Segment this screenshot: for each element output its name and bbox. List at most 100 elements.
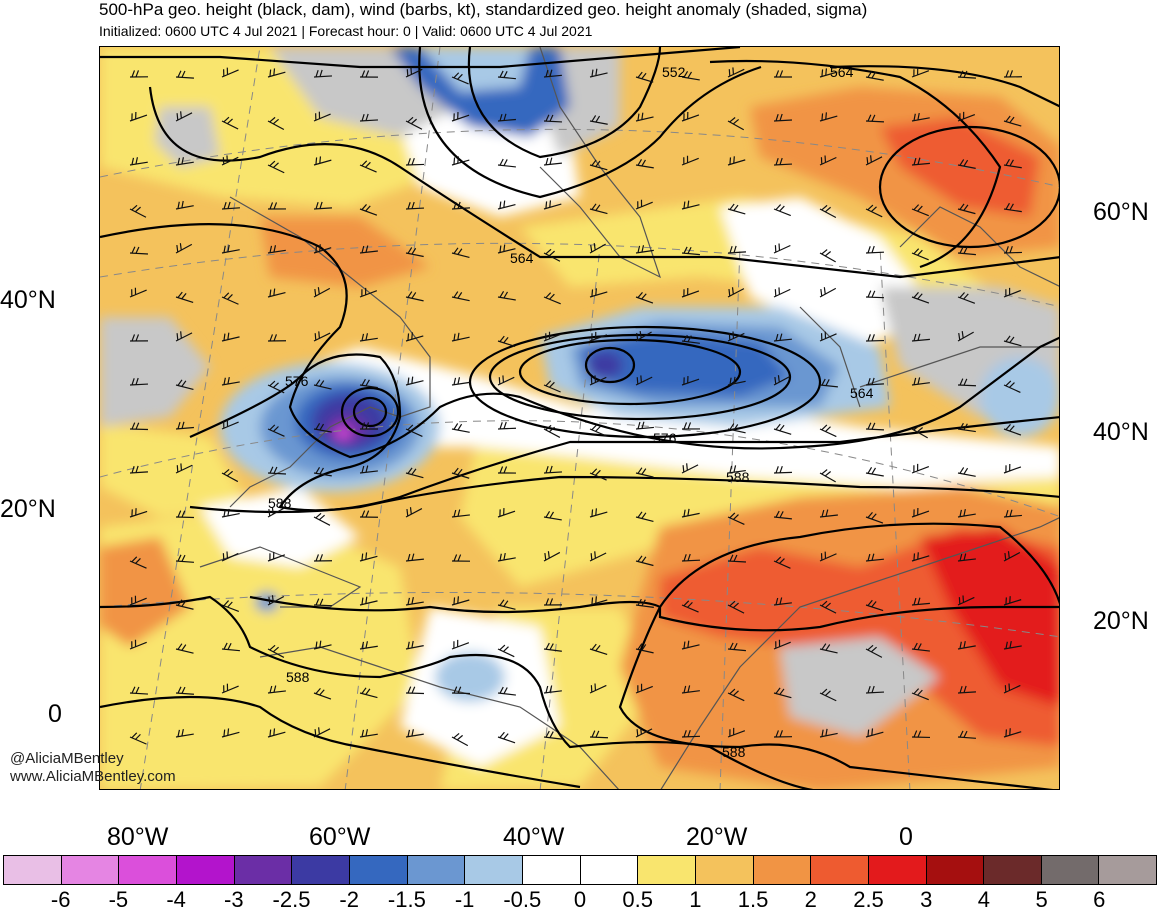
- wind-barb: [451, 686, 471, 695]
- wind-barb: [589, 159, 608, 171]
- wind-barb: [497, 421, 517, 430]
- wind-barb: [589, 730, 609, 739]
- wind-barb: [359, 378, 378, 389]
- wind-barb: [1003, 424, 1022, 436]
- wind-barb: [773, 730, 793, 738]
- wind-barb: [359, 465, 378, 474]
- wind-barb: [313, 244, 332, 254]
- wind-barb: [1003, 640, 1022, 650]
- wind-barb: [405, 332, 424, 342]
- wind-barb: [313, 287, 331, 298]
- wind-barb: [635, 199, 653, 210]
- wind-barb: [1003, 287, 1021, 298]
- anomaly-shading: [100, 47, 1059, 789]
- wind-barb: [911, 248, 929, 261]
- wind-barb: [589, 375, 607, 386]
- wind-barb: [911, 688, 929, 701]
- wind-barb: [635, 245, 654, 254]
- wind-barb: [681, 246, 700, 256]
- wind-barb: [497, 70, 516, 80]
- wind-barb: [589, 508, 608, 518]
- wind-barb: [819, 249, 836, 263]
- wind-barb: [221, 244, 240, 254]
- wind-barb: [175, 331, 193, 342]
- wind-barb: [957, 378, 977, 387]
- wind-barb: [819, 155, 837, 166]
- wind-barb: [957, 467, 976, 477]
- wind-barb: [727, 423, 746, 434]
- wind-barb: [543, 465, 563, 474]
- map-subtitle: Initialized: 0600 UTC 4 Jul 2021 | Forec…: [99, 23, 593, 39]
- wind-barb: [543, 200, 562, 210]
- colorbar-segment: [695, 856, 754, 884]
- wind-barb: [589, 468, 607, 481]
- wind-barb: [911, 157, 930, 166]
- contour-label: 564: [850, 385, 874, 401]
- wind-barb: [773, 510, 792, 520]
- wind-barb: [773, 687, 792, 699]
- wind-barb: [957, 203, 976, 215]
- wind-barb: [175, 686, 194, 695]
- wind-barb: [221, 155, 239, 166]
- wind-barb: [911, 292, 930, 304]
- lat-label-right: 40°N: [1093, 418, 1149, 446]
- wind-barb: [819, 331, 837, 342]
- wind-barb: [451, 201, 471, 210]
- wind-barb: [819, 112, 838, 122]
- contour-label: 576: [285, 373, 309, 389]
- colorbar-segment: [811, 856, 869, 884]
- wind-barb: [589, 643, 608, 655]
- wind-barb: [221, 201, 241, 210]
- wind-barb: [359, 687, 378, 699]
- wind-barb: [957, 422, 976, 433]
- wind-barb: [175, 291, 194, 304]
- wind-barb: [221, 600, 240, 613]
- wind-barb: [129, 111, 148, 122]
- colorbar-tick-label: 1: [689, 887, 702, 912]
- lat-label-left: 20°N: [0, 495, 56, 523]
- wind-barb: [773, 157, 793, 166]
- wind-barb: [175, 157, 194, 166]
- lon-label: 60°W: [309, 823, 371, 851]
- wind-barb: [359, 596, 378, 606]
- wind-barb: [819, 728, 838, 738]
- wind-barb: [313, 512, 331, 526]
- wind-barb: [1003, 596, 1022, 606]
- wind-barb: [405, 376, 424, 386]
- colorbar-segment: [1041, 856, 1100, 884]
- wind-barb: [773, 243, 791, 254]
- wind-barb: [957, 159, 976, 169]
- colorbar-tick-label: 0: [573, 887, 587, 912]
- wind-barb: [267, 160, 285, 174]
- wind-barb: [589, 68, 608, 78]
- wind-barb: [497, 599, 516, 610]
- wind-barb: [543, 157, 562, 166]
- wind-barb: [681, 422, 701, 430]
- wind-barb: [267, 466, 287, 475]
- colorbar-tick-label: 4: [977, 887, 991, 912]
- wind-barb: [221, 728, 240, 738]
- wind-barb: [727, 512, 745, 525]
- wind-barb: [221, 377, 240, 386]
- wind-barb: [911, 425, 928, 439]
- wind-barbs: [129, 67, 1023, 747]
- wind-barb: [543, 292, 561, 305]
- wind-barb: [543, 551, 561, 562]
- wind-barb: [175, 510, 195, 519]
- wind-barb: [129, 639, 147, 650]
- wind-barb: [635, 112, 654, 122]
- wind-barb: [1003, 202, 1022, 213]
- wind-barb: [957, 685, 977, 694]
- wind-barb: [543, 730, 562, 740]
- lat-label-right: 60°N: [1093, 198, 1149, 226]
- wind-barb: [681, 200, 700, 210]
- wind-barb: [865, 728, 884, 738]
- wind-barb: [405, 729, 424, 738]
- wind-barb: [451, 639, 470, 650]
- map-title: 500-hPa geo. height (black, dam), wind (…: [99, 0, 868, 19]
- wind-barb: [267, 202, 287, 210]
- wind-barb: [865, 599, 884, 612]
- wind-barb: [911, 552, 930, 562]
- wind-barb: [497, 200, 516, 210]
- wind-barb: [865, 512, 884, 524]
